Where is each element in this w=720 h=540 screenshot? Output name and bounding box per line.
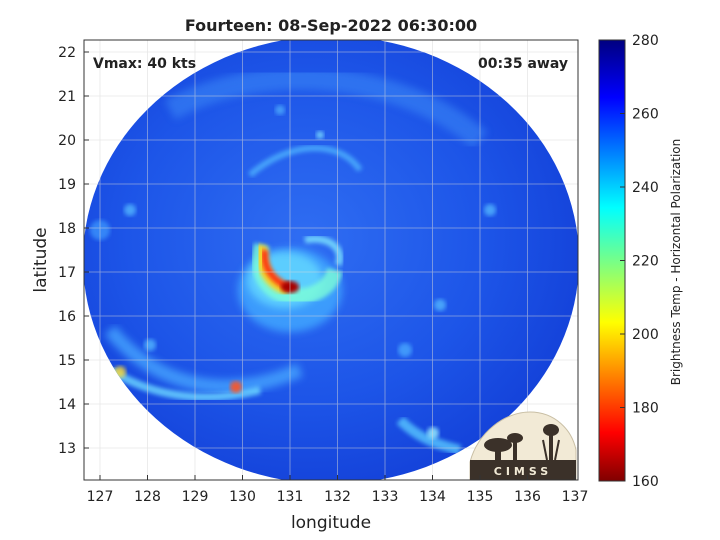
x-tick-label: 133: [372, 489, 399, 505]
plot-frame: [83, 39, 579, 481]
satellite-swath: [84, 40, 578, 480]
colorbar-label: Brightness Temp - Horizontal Polarizatio…: [669, 139, 683, 386]
colorbar-tick-label: 200: [632, 327, 659, 343]
y-axis: 13 14 15 16 17 18 19 20 21 22 latitude: [31, 45, 89, 457]
colorbar-tick-label: 160: [632, 474, 659, 490]
y-tick-label: 22: [58, 45, 76, 61]
colorbar-tick-label: 280: [632, 33, 659, 49]
x-tick-label: 128: [134, 489, 161, 505]
y-tick-label: 15: [58, 353, 76, 369]
y-tick-label: 20: [58, 133, 76, 149]
x-tick-label: 130: [229, 489, 256, 505]
x-tick-label: 127: [87, 489, 114, 505]
cimss-logo: CIMSS: [469, 411, 577, 481]
colorbar-tick-label: 220: [632, 254, 659, 270]
x-tick-label: 134: [419, 489, 446, 505]
colorbar-tick-label: 180: [632, 401, 659, 417]
colorbar-tick-label: 240: [632, 180, 659, 196]
gridlines: [84, 40, 578, 480]
y-tick-label: 19: [58, 177, 76, 193]
y-tick-label: 16: [58, 309, 76, 325]
y-tick-label: 17: [58, 265, 76, 281]
x-tick-label: 136: [514, 489, 541, 505]
x-axis: 127 128 129 130 131 132 133 134 135 136 …: [87, 475, 589, 533]
chart-title: Fourteen: 08-Sep-2022 06:30:00: [185, 16, 477, 35]
x-axis-label: longitude: [291, 513, 371, 533]
x-tick-label: 132: [324, 489, 351, 505]
y-tick-label: 13: [58, 441, 76, 457]
colorbar-tick-label: 260: [632, 107, 659, 123]
y-tick-label: 18: [58, 221, 76, 237]
y-tick-label: 21: [58, 89, 76, 105]
vmax-label: Vmax: 40 kts: [93, 56, 196, 72]
x-tick-label: 137: [562, 489, 589, 505]
y-axis-label: latitude: [31, 227, 51, 292]
x-tick-label: 135: [467, 489, 494, 505]
y-tick-label: 14: [58, 397, 76, 413]
x-tick-label: 129: [182, 489, 209, 505]
away-label: 00:35 away: [478, 56, 568, 72]
colorbar: 160 180 200 220 240 260 280 Brightness T…: [598, 33, 683, 490]
logo-text: CIMSS: [494, 465, 552, 478]
plot-area: CIMSS Vmax: 40 kts 00:35 away: [83, 39, 579, 481]
x-tick-label: 131: [277, 489, 304, 505]
